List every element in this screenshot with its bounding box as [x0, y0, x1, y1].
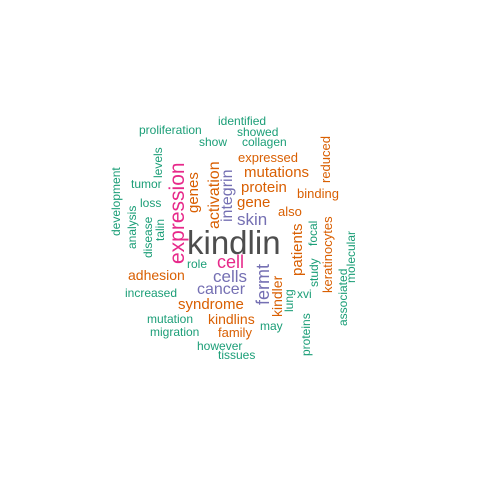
word-binding: binding: [297, 186, 339, 201]
word-analysis: analysis: [125, 205, 139, 249]
word-cells: cells: [213, 267, 248, 286]
word-role: role: [187, 257, 208, 271]
word-adhesion: adhesion: [128, 267, 185, 283]
word-talin: talin: [153, 218, 167, 241]
word-show: show: [199, 135, 228, 149]
word-family: family: [218, 325, 252, 340]
word-patients: patients: [289, 223, 306, 276]
word-collagen: collagen: [242, 135, 287, 149]
word-tissues: tissues: [218, 348, 256, 362]
word-kindlins: kindlins: [208, 311, 255, 327]
word-focal: focal: [306, 220, 320, 246]
word-activation: activation: [206, 161, 223, 229]
word-increased: increased: [125, 286, 178, 300]
word-lung: lung: [282, 289, 296, 312]
word-keratinocytes: keratinocytes: [320, 216, 335, 293]
word-kindlin: kindlin: [187, 224, 281, 261]
word-associated: associated: [336, 268, 350, 326]
word-reduced: reduced: [318, 136, 333, 183]
word-loss: loss: [140, 196, 162, 210]
word-cell: cell: [217, 252, 245, 272]
word-protein: protein: [241, 179, 287, 196]
word-however: however: [197, 339, 243, 353]
word-identified: identified: [218, 114, 267, 128]
word-cancer: cancer: [197, 281, 246, 298]
word-mutation: mutation: [147, 312, 194, 326]
word-xvi: xvi: [297, 287, 312, 301]
word-proliferation: proliferation: [139, 123, 202, 137]
word-showed: showed: [237, 125, 279, 139]
word-levels: levels: [151, 147, 165, 178]
word-skin: skin: [237, 210, 268, 229]
word-development: development: [109, 167, 123, 236]
word-study: study: [307, 258, 321, 287]
word-proteins: proteins: [299, 313, 313, 356]
word-tumor: tumor: [131, 177, 162, 191]
word-may: may: [260, 319, 283, 333]
word-also: also: [278, 204, 302, 219]
word-syndrome: syndrome: [178, 296, 244, 313]
word-genes: genes: [185, 172, 202, 213]
word-mutations: mutations: [244, 164, 310, 181]
word-expressed: expressed: [238, 150, 298, 165]
word-migration: migration: [150, 325, 200, 339]
word-gene: gene: [237, 194, 271, 211]
